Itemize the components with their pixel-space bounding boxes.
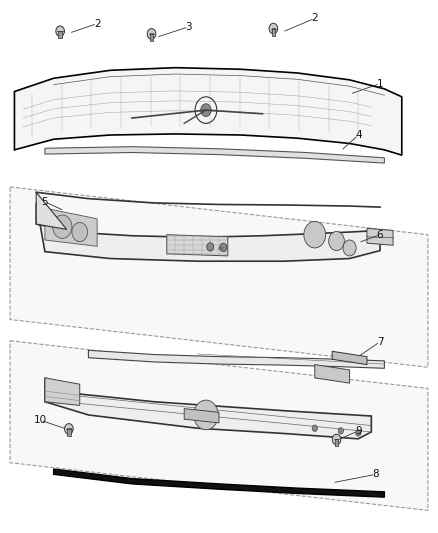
Circle shape — [304, 221, 325, 248]
Polygon shape — [167, 235, 228, 256]
Circle shape — [338, 427, 343, 434]
Polygon shape — [45, 378, 371, 439]
Circle shape — [56, 26, 64, 36]
Text: 4: 4 — [355, 130, 362, 140]
Polygon shape — [184, 409, 219, 423]
Circle shape — [72, 222, 88, 241]
Polygon shape — [367, 228, 393, 245]
Text: 2: 2 — [311, 13, 318, 23]
Bar — [335, 439, 338, 447]
Bar — [272, 28, 275, 36]
Text: 7: 7 — [377, 337, 383, 347]
Circle shape — [207, 243, 214, 251]
Circle shape — [53, 215, 72, 238]
Text: ey: ey — [218, 246, 225, 251]
Polygon shape — [45, 147, 385, 163]
Polygon shape — [53, 469, 385, 497]
Circle shape — [201, 104, 211, 116]
Text: 5: 5 — [42, 197, 48, 207]
Circle shape — [312, 425, 318, 431]
Polygon shape — [10, 187, 428, 367]
Polygon shape — [36, 203, 380, 261]
Text: 10: 10 — [34, 415, 47, 425]
Text: 9: 9 — [355, 426, 362, 436]
Text: 6: 6 — [377, 230, 383, 240]
Circle shape — [332, 434, 341, 445]
Circle shape — [343, 240, 356, 256]
Polygon shape — [88, 350, 385, 368]
Polygon shape — [14, 68, 402, 155]
Circle shape — [147, 29, 156, 39]
Circle shape — [194, 400, 218, 430]
Circle shape — [220, 243, 227, 252]
Text: 1: 1 — [377, 78, 383, 88]
Polygon shape — [36, 192, 67, 229]
Bar — [67, 429, 71, 436]
Polygon shape — [10, 341, 428, 511]
Text: 2: 2 — [94, 19, 100, 29]
Bar — [58, 30, 62, 38]
Circle shape — [269, 23, 278, 34]
Text: 8: 8 — [372, 470, 379, 479]
Circle shape — [328, 231, 344, 251]
Circle shape — [64, 424, 73, 434]
Bar — [150, 33, 153, 41]
Text: 3: 3 — [185, 22, 192, 32]
Polygon shape — [315, 365, 350, 383]
Polygon shape — [332, 351, 367, 365]
Circle shape — [356, 430, 361, 436]
Polygon shape — [45, 208, 97, 246]
Polygon shape — [45, 378, 80, 406]
